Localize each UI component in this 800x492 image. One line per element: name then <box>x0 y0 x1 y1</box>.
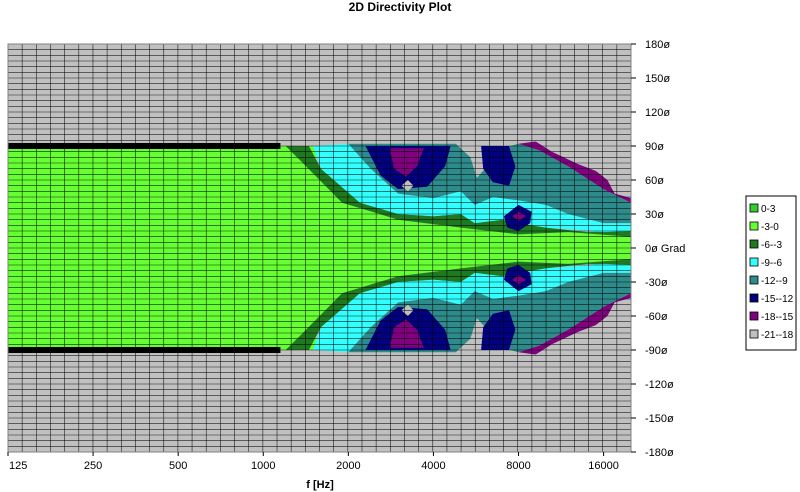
x-tick-label: 500 <box>169 460 187 472</box>
boundary-bar <box>8 347 281 353</box>
contour-region <box>313 143 631 233</box>
x-tick-label: 250 <box>84 460 102 472</box>
legend-label: -21--18 <box>761 330 794 341</box>
x-tick-label: 16000 <box>588 460 619 472</box>
y-tick-label: 150ø <box>645 73 670 85</box>
contour-region <box>389 319 424 348</box>
legend-swatch <box>749 311 759 321</box>
x-tick-label: 1000 <box>251 460 275 472</box>
y-tick-label: 0ø Grad <box>645 243 685 255</box>
y-tick-label: -30ø <box>645 277 668 289</box>
boundary-bars <box>8 143 281 353</box>
legend-label: -12--9 <box>761 276 788 287</box>
y-tick-label: 30ø <box>645 209 664 221</box>
legend-label: 0-3 <box>761 204 776 215</box>
legend-label: -3-0 <box>761 222 779 233</box>
legend-swatch <box>749 257 759 267</box>
y-tick-label: -180ø <box>645 447 674 459</box>
legend-swatch <box>749 275 759 285</box>
legend-swatch <box>749 221 759 231</box>
legend-box <box>745 195 797 351</box>
contour-region <box>313 263 631 353</box>
legend-swatch <box>749 293 759 303</box>
boundary-bar <box>8 143 281 149</box>
y-tick-label: 180ø <box>645 39 670 51</box>
x-tick-label: 2000 <box>336 460 360 472</box>
legend: 0-3 -3-0 -6--3 -9--6 -12--9 -15--12 -18--15 -21… <box>745 195 797 351</box>
y-tick-label: 120ø <box>645 107 670 119</box>
x-axis-title: f [Hz] <box>306 479 334 491</box>
legend-label: -6--3 <box>761 240 783 251</box>
legend-label: -15--12 <box>761 294 794 305</box>
y-axis-ticks: 180ø 150ø 120ø 90ø 60ø 30ø 0ø Grad -30ø -60ø -90ø… <box>631 39 685 459</box>
legend-swatch <box>749 203 759 213</box>
legend-swatch <box>749 239 759 249</box>
y-tick-label: -60ø <box>645 311 668 323</box>
x-tick-label: 4000 <box>421 460 445 472</box>
x-axis-ticks: 125 250 500 1000 2000 4000 8000 16000 <box>7 452 619 472</box>
y-tick-label: -90ø <box>645 345 668 357</box>
y-tick-label: 90ø <box>645 141 664 153</box>
legend-label: -9--6 <box>761 258 783 269</box>
legend-label: -18--15 <box>761 312 794 323</box>
legend-swatch <box>749 329 759 339</box>
contour-region <box>389 148 424 177</box>
vertical-gridlines <box>7 44 632 452</box>
y-tick-label: 60ø <box>645 175 664 187</box>
x-tick-label: 8000 <box>506 460 530 472</box>
chart-title: 2D Directivity Plot <box>348 0 452 14</box>
x-tick-label: 125 <box>9 460 27 472</box>
y-tick-label: -120ø <box>645 379 674 391</box>
y-tick-label: -150ø <box>645 413 674 425</box>
